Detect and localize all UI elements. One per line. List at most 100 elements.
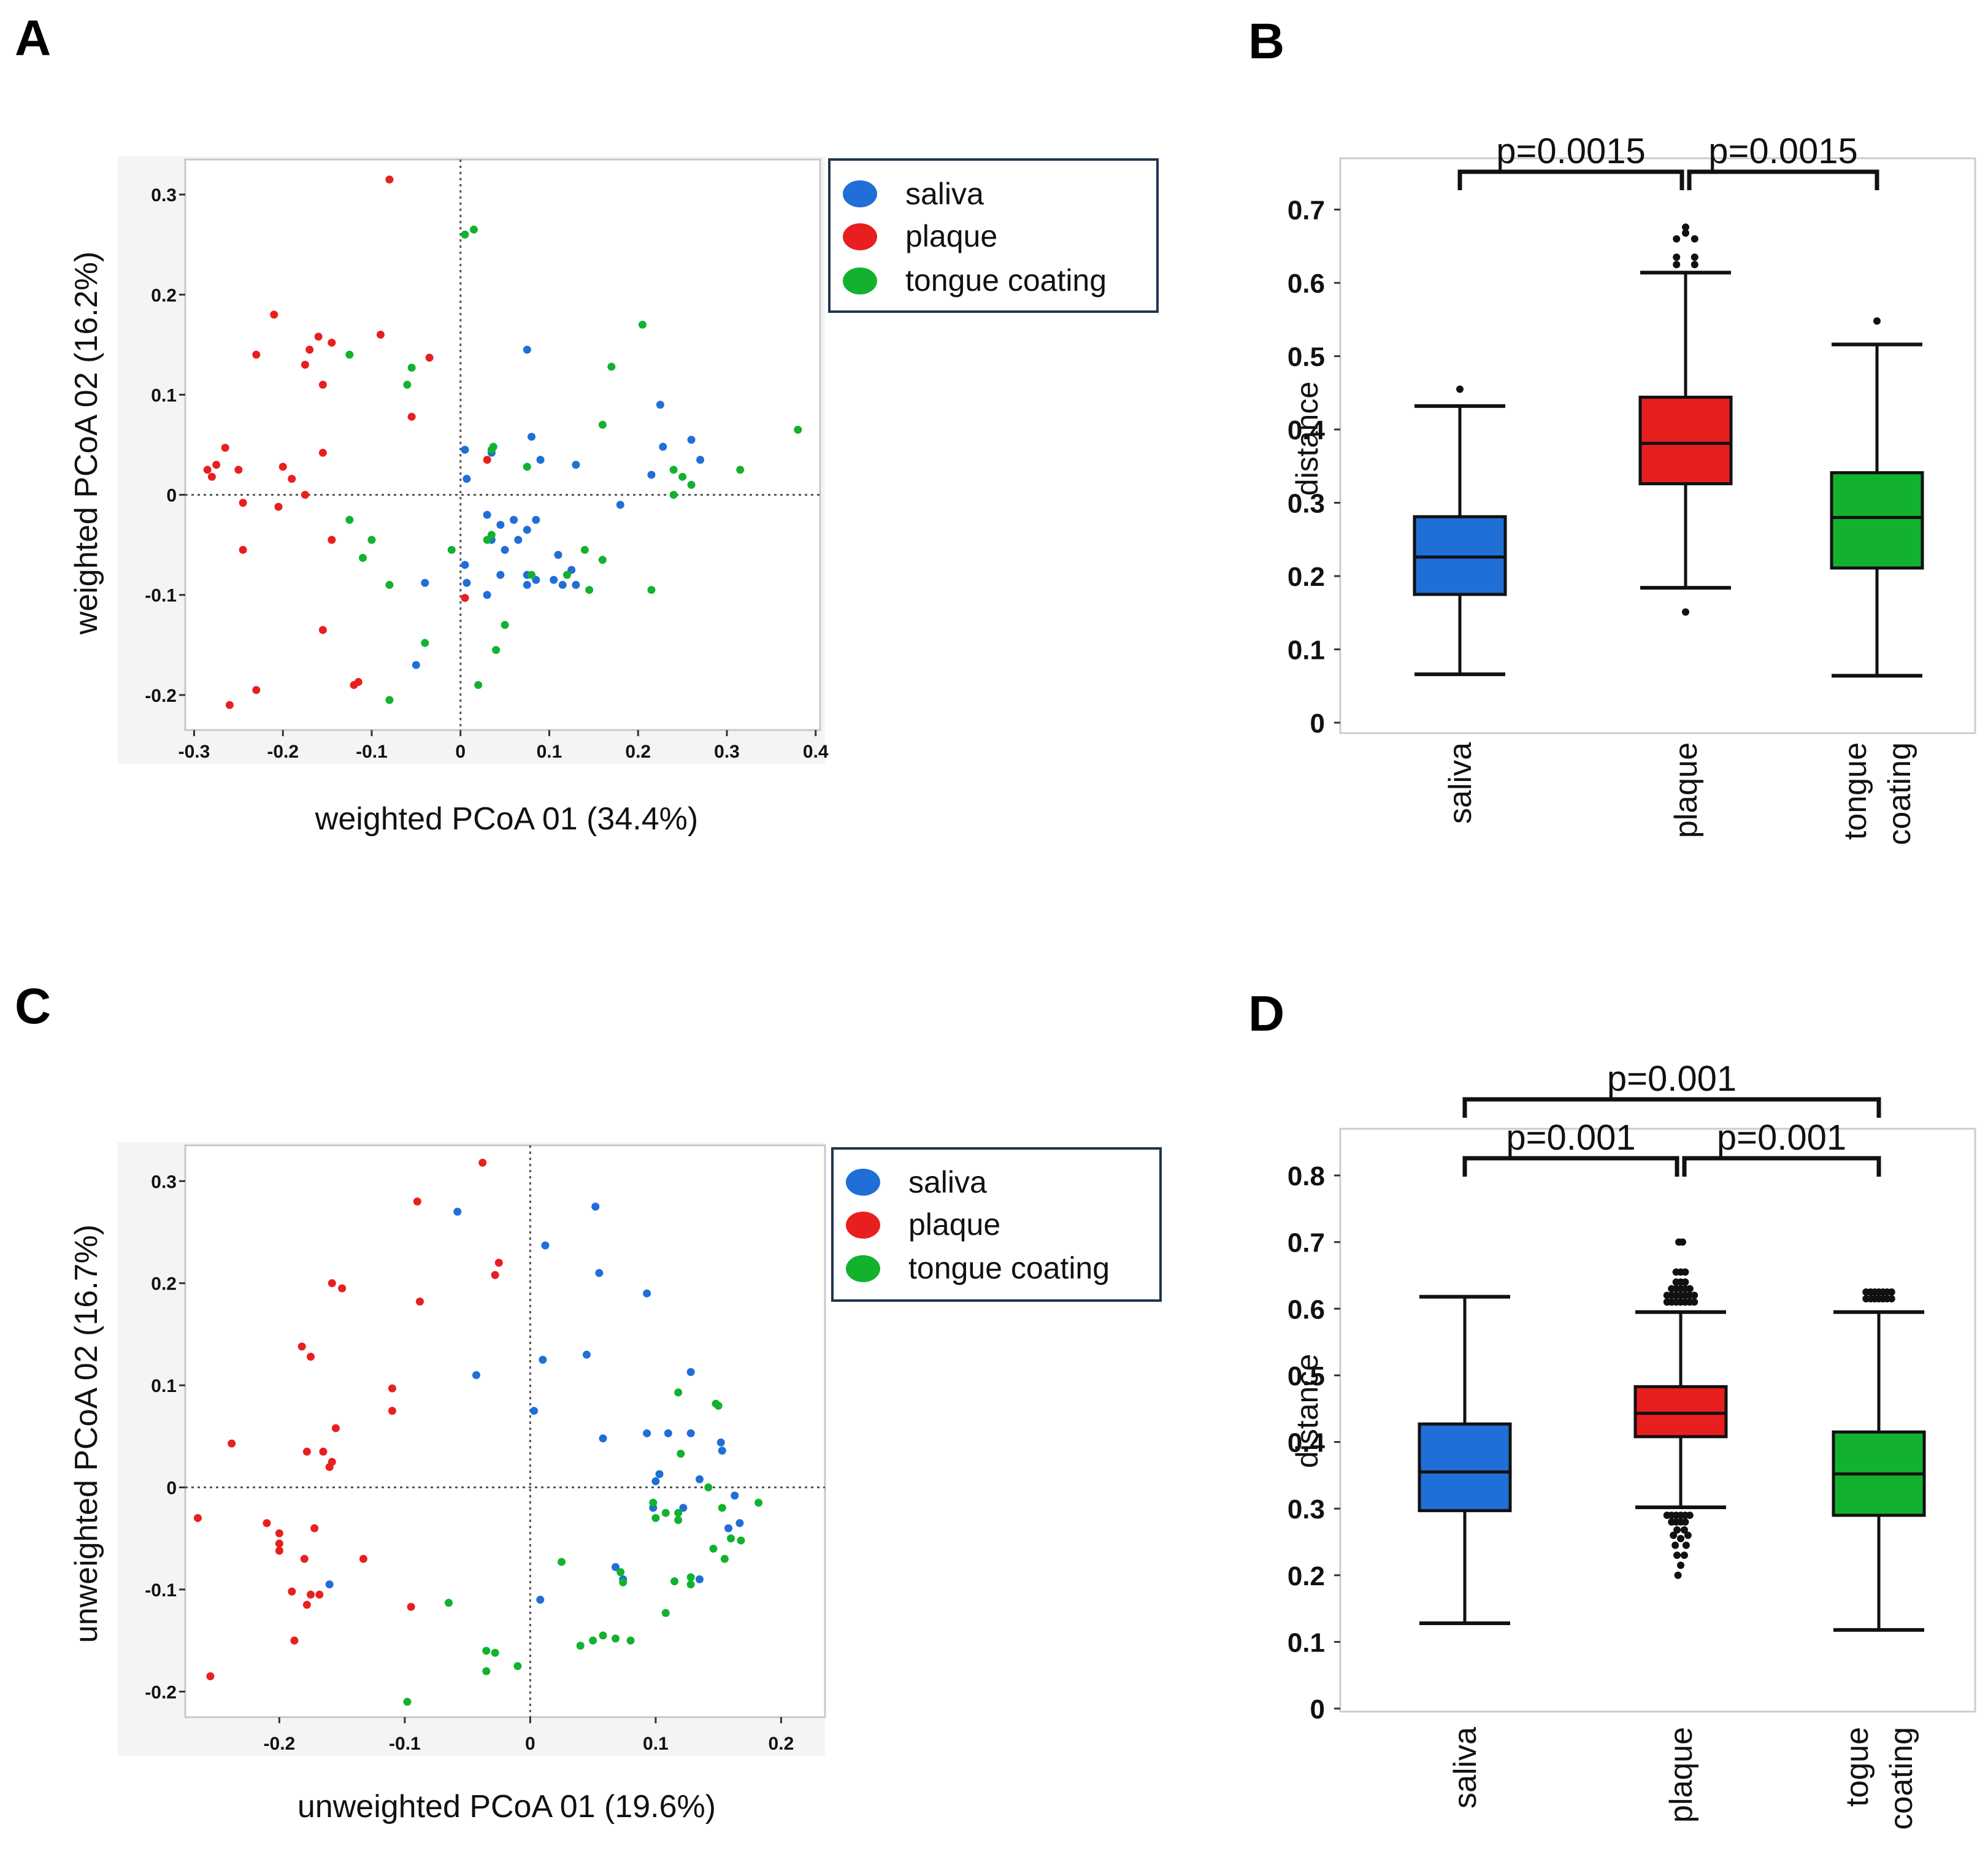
significance-bracket [1457, 169, 1684, 190]
point-saliva [643, 1289, 651, 1298]
y-tick-label: 0.1 [151, 385, 177, 406]
point-plaque [288, 1587, 296, 1596]
point-saliva [591, 1202, 600, 1211]
point-tongue-coating [661, 1609, 670, 1617]
point-saliva [421, 579, 429, 587]
point-plaque [478, 1158, 487, 1167]
point-plaque [290, 1636, 299, 1645]
legend-label-saliva: saliva [908, 1165, 987, 1199]
point-tongue-coating [385, 696, 394, 704]
x-tick-label: 0 [455, 742, 466, 762]
significance-bracket [1462, 1097, 1881, 1118]
point-plaque [207, 472, 216, 481]
point-tongue-coating [674, 1388, 683, 1397]
point-tongue-coating [616, 1568, 625, 1577]
point-plaque [319, 1447, 328, 1456]
x-tick-label: -0.1 [356, 742, 388, 762]
point-plaque [338, 1284, 347, 1293]
point-saliva [696, 455, 705, 464]
point-plaque [331, 1424, 340, 1432]
point-tongue-coating [482, 1647, 491, 1655]
y-tick-label: 0 [166, 1478, 177, 1499]
x-tick-label: 0.2 [625, 742, 651, 762]
point-saliva [647, 471, 656, 479]
point-saliva [686, 1429, 695, 1437]
point-tongue-coating [619, 1578, 627, 1586]
point-saliva [461, 445, 469, 454]
x-axis-label-c: unweighted PCoA 01 (19.6%) [297, 1789, 716, 1824]
point-tongue-coating [736, 466, 745, 474]
significance-bracket [1687, 169, 1879, 190]
point-saliva [599, 1434, 607, 1443]
point-saliva [643, 1429, 651, 1437]
point-plaque [425, 353, 434, 362]
point-plaque [203, 466, 212, 474]
point-saliva [656, 401, 664, 409]
legend-label-tongue-coating: tongue coating [908, 1251, 1110, 1285]
point-tongue-coating [647, 586, 656, 594]
point-tongue-coating [461, 230, 469, 239]
x-tick-label: 0.3 [714, 742, 740, 762]
point-plaque [407, 1602, 415, 1611]
point-saliva [539, 1356, 547, 1364]
point-saliva [554, 550, 562, 559]
significance-label: p=0.0015 [1708, 131, 1858, 171]
point-tongue-coating [727, 1534, 735, 1543]
point-plaque [315, 1590, 324, 1599]
point-tongue-coating [558, 1558, 566, 1566]
y-axis-label-d: distance [1290, 1354, 1324, 1468]
outlier-plaque [1680, 1551, 1688, 1559]
panel-label-c: C [15, 978, 51, 1034]
y-tick-label: -0.2 [145, 1682, 177, 1702]
outlier-plaque [1682, 223, 1689, 231]
legend-marker-tongue-coating [843, 267, 877, 294]
point-tongue-coating [794, 426, 802, 434]
point-saliva [412, 661, 420, 669]
point-plaque [318, 626, 327, 634]
significance-label: p=0.0015 [1496, 131, 1646, 171]
outlier-plaque [1671, 1541, 1679, 1549]
point-plaque [252, 686, 261, 694]
point-plaque [376, 331, 385, 339]
axes-b: 0 0.1 0.2 0.3 0.4 0.5 0.6 0.7 [1288, 196, 1340, 739]
outlier-plaque [1681, 1278, 1689, 1286]
point-saliva [514, 536, 523, 544]
point-tongue-coating [598, 556, 607, 564]
point-plaque [275, 1547, 283, 1555]
legend-a: saliva plaque tongue coating [828, 158, 1159, 313]
point-saliva [496, 571, 505, 579]
point-plaque [494, 1258, 503, 1267]
x-axis-label-a: weighted PCoA 01 (34.4%) [315, 801, 698, 837]
y-tick-label: 0.7 [1288, 1228, 1325, 1258]
outlier-plaque [1670, 1531, 1678, 1539]
point-plaque [263, 1519, 271, 1528]
outlier-saliva [1456, 385, 1464, 393]
point-tongue-coating [687, 480, 696, 489]
panel-c: C -0.2 -0.1 0 0.1 0.2 -0.2 -0.1 0 0.1 0.2 0.3 unwe… [15, 978, 1162, 1824]
significance-label: p=0.001 [1506, 1118, 1635, 1158]
outlier-plaque [1691, 1298, 1698, 1306]
point-plaque [318, 380, 327, 389]
legend-marker-saliva [843, 180, 877, 207]
categories-d: saliva plaque togue coating [1448, 1727, 1919, 1830]
point-saliva [611, 1563, 620, 1571]
y-axis-label-a: weighted PCoA 02 (16.2%) [69, 252, 104, 635]
outlier-plaque [1673, 235, 1681, 243]
y-tick-label: 0.2 [1288, 562, 1325, 592]
point-tongue-coating [598, 420, 607, 429]
point-tongue-coating [492, 645, 501, 654]
point-plaque [270, 310, 278, 319]
y-tick-label: 0.6 [1288, 269, 1325, 299]
point-saliva [528, 433, 536, 441]
point-plaque [328, 536, 336, 544]
point-saliva [572, 580, 580, 589]
point-plaque [288, 474, 296, 483]
outlier-plaque [1677, 1561, 1684, 1569]
y-tick-label: 0.1 [1288, 1628, 1325, 1658]
point-plaque [307, 1353, 315, 1361]
point-saliva [483, 591, 491, 599]
box-tongue-coating [1830, 471, 1924, 570]
point-tongue-coating [599, 1631, 607, 1640]
x-tick-label: -0.3 [178, 742, 210, 762]
point-tongue-coating [649, 1499, 658, 1507]
